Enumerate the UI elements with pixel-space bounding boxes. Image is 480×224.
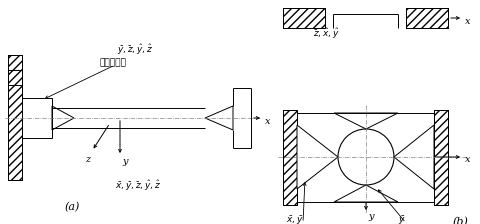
Bar (282, 110, 296, 205)
Bar (433, 110, 447, 205)
Bar (282, 8, 324, 28)
Text: z: z (85, 155, 90, 164)
Text: y: y (122, 157, 127, 166)
Bar (8, 55, 22, 180)
Polygon shape (333, 113, 397, 129)
Polygon shape (52, 106, 74, 130)
Text: x: x (264, 118, 270, 127)
Text: x: x (464, 17, 469, 26)
Text: 相对夹持长: 相对夹持长 (100, 58, 127, 67)
Polygon shape (333, 185, 397, 202)
Bar (8, 55, 22, 180)
Text: $\bar{x}, \bar{y}, \bar{z}, \hat{y}, \hat{z}$: $\bar{x}, \bar{y}, \bar{z}, \hat{y}, \ha… (115, 178, 161, 193)
Bar (405, 8, 447, 28)
Text: (b): (b) (452, 217, 468, 224)
Bar (405, 8, 447, 28)
Text: $\bar{z}, \hat{x}, \hat{y}$: $\bar{z}, \hat{x}, \hat{y}$ (312, 26, 339, 41)
Text: (a): (a) (65, 202, 80, 212)
Text: $\bar{y}, \bar{z}, \hat{y}, \hat{z}$: $\bar{y}, \bar{z}, \hat{y}, \hat{z}$ (117, 42, 153, 57)
Text: $\bar{y}$: $\bar{y}$ (397, 214, 405, 224)
Text: $\bar{x}, \bar{y}$: $\bar{x}, \bar{y}$ (286, 214, 303, 224)
Polygon shape (393, 125, 433, 189)
Text: y: y (367, 213, 373, 222)
Bar (282, 8, 324, 28)
Bar (433, 110, 447, 205)
Text: x: x (464, 155, 469, 164)
Polygon shape (204, 106, 232, 130)
Polygon shape (296, 125, 337, 189)
Bar (282, 110, 296, 205)
